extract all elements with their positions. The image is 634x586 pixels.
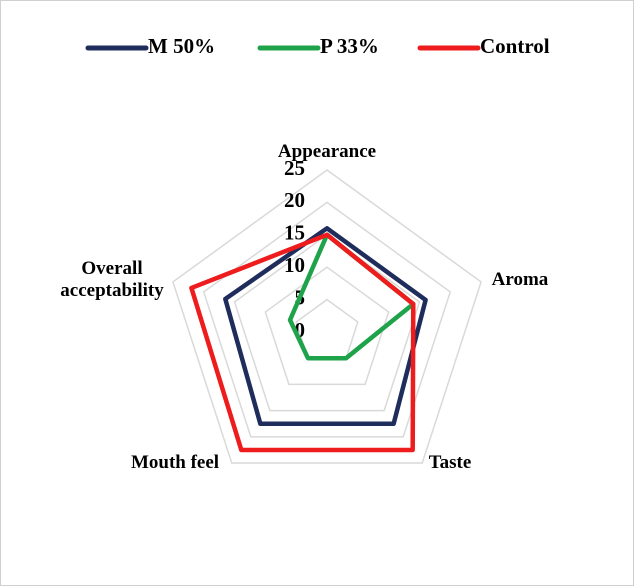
r-tick-label: 20 [284, 188, 305, 212]
category-label: Mouth feel [130, 452, 220, 473]
grid-ring [264, 266, 390, 386]
series-line [223, 226, 428, 426]
r-tick-label: 15 [284, 221, 305, 245]
legend-label: Control [480, 34, 550, 58]
legend-label: P 33% [320, 34, 379, 58]
series-line [189, 232, 416, 453]
category-label: Aroma [491, 269, 549, 290]
category-label: Overall acceptability [60, 258, 164, 301]
r-tick-label: 25 [284, 156, 305, 180]
grid-ring [233, 233, 421, 412]
r-tick-label: 0 [295, 318, 306, 342]
legend-label: M 50% [148, 34, 215, 58]
grid-ring [172, 169, 482, 464]
r-tick-label: 10 [284, 253, 305, 277]
category-label: Taste [428, 452, 472, 473]
category-label: Appearance [277, 141, 377, 162]
